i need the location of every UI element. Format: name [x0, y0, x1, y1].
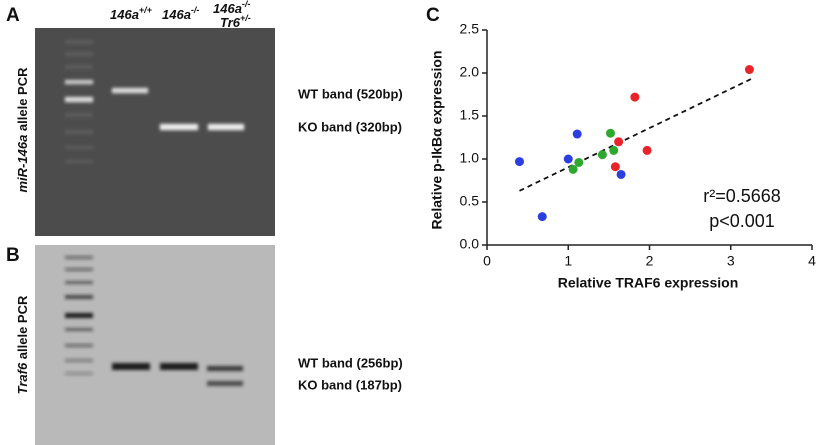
point: [606, 128, 615, 138]
point: [642, 145, 652, 155]
point: [563, 154, 573, 164]
trend-line: [519, 78, 752, 192]
panel-letter: C: [426, 5, 440, 26]
point: [744, 65, 754, 75]
band-label: KO band (187bp): [298, 377, 402, 392]
point: [630, 92, 640, 102]
lane-label: 146a+/+: [110, 5, 153, 22]
y-axis-label: Relative p-IkBα expression: [429, 50, 445, 229]
annotation: r²=0.5668: [703, 186, 781, 206]
point: [610, 162, 620, 172]
point: [614, 137, 624, 147]
gel-shade: [35, 28, 275, 236]
band-label: KO band (320bp): [298, 119, 402, 134]
point: [597, 150, 607, 160]
y-tick-label: 0.5: [460, 193, 480, 209]
x-tick-label: 3: [727, 253, 735, 269]
panel-letter: A: [6, 5, 20, 26]
y-tick-label: 0.0: [460, 236, 480, 252]
annotation: p<0.001: [709, 211, 775, 231]
point: [515, 157, 524, 167]
y-tick-label: 1.5: [460, 107, 480, 123]
scatter-chart: C Relative TRAF6 expression Relative p-I…: [426, 5, 816, 291]
y-tick-label: 2.5: [460, 21, 480, 37]
band-label: WT band (520bp): [298, 86, 403, 101]
point: [572, 129, 582, 139]
lane-label: 146a-/-: [162, 5, 199, 22]
y-tick-label: 1.0: [460, 150, 480, 166]
point: [574, 157, 584, 167]
lane-label: 146a-/-: [213, 0, 250, 16]
x-tick-label: 0: [483, 253, 491, 269]
x-tick-label: 1: [564, 253, 572, 269]
y-label: Traf6 allele PCR: [15, 295, 30, 394]
panel-letter: B: [6, 245, 20, 266]
point: [568, 164, 578, 174]
point: [616, 169, 626, 179]
y-tick-label: 2.0: [460, 64, 480, 80]
band-label: WT band (256bp): [298, 355, 403, 370]
gel-bands: [65, 80, 244, 130]
x-tick-label: 4: [808, 253, 816, 269]
x-tick-label: 2: [646, 253, 654, 269]
point: [609, 145, 619, 155]
y-label: miR-146a allele PCR: [15, 67, 30, 193]
point: [537, 212, 547, 222]
lane-label: Tr6+/-: [220, 13, 251, 30]
x-axis-label: Relative TRAF6 expression: [558, 275, 739, 291]
gel-bands: [65, 256, 243, 386]
